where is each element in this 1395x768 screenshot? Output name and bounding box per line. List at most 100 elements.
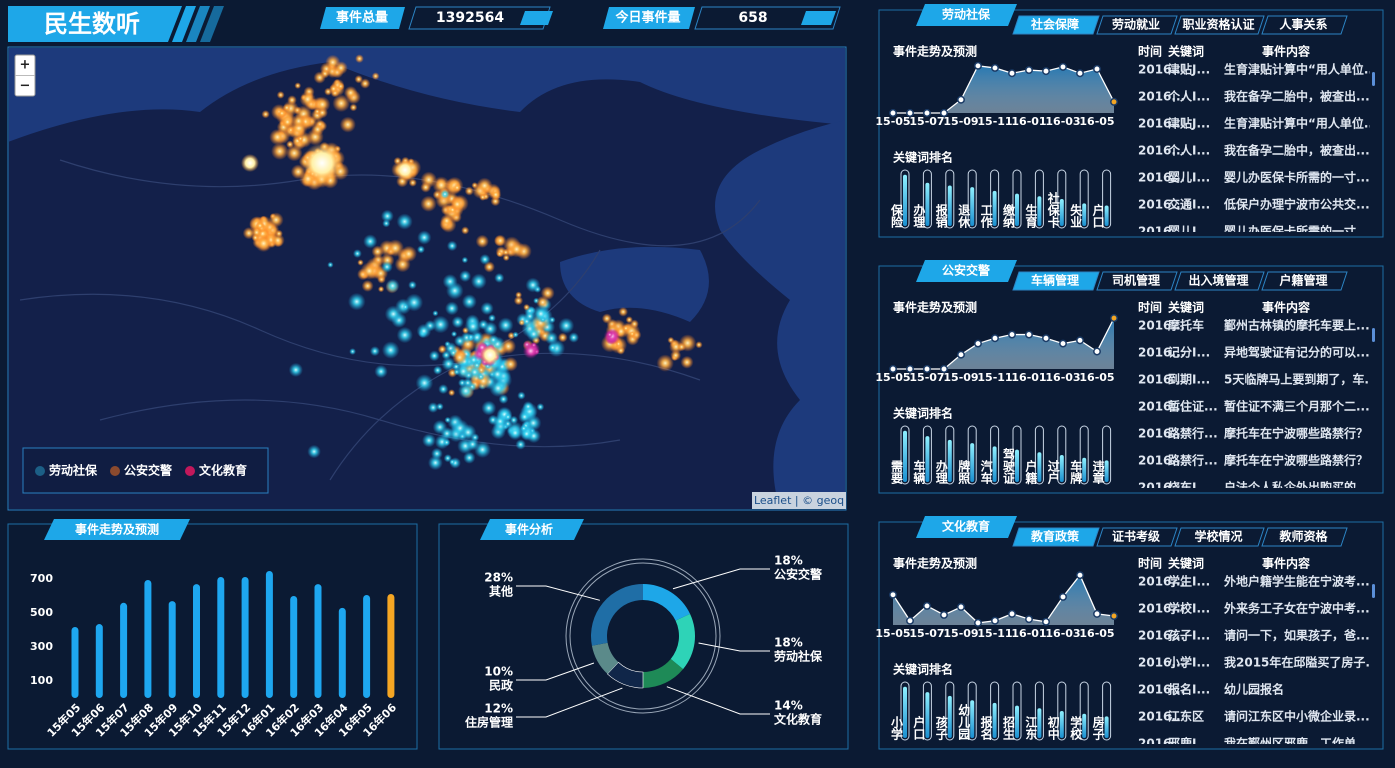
heat-point [268, 212, 284, 228]
x-tick-label: 16-03 [1045, 371, 1080, 384]
ring [569, 562, 717, 710]
table-cell: 我在鄞州区邪鹿，工作单... [1224, 736, 1370, 751]
stat-value: 1392564 [436, 10, 504, 26]
keyword-tube [900, 681, 910, 741]
legend-items: 劳动社保 公安交警 文化教育 [35, 463, 247, 478]
keyword-label: 社保卡 [1046, 191, 1060, 229]
tab-label[interactable]: 车辆管理 [1031, 273, 1079, 288]
tab[interactable] [1096, 271, 1178, 291]
tab[interactable] [1012, 15, 1100, 35]
heat-point [416, 245, 425, 254]
heat-point [386, 239, 405, 257]
stripe [172, 6, 196, 42]
tab[interactable] [1174, 271, 1265, 291]
tab-label[interactable]: 司机管理 [1112, 273, 1160, 288]
heat-point [347, 292, 366, 311]
stripe [186, 6, 210, 42]
heat-point [461, 226, 470, 235]
table-cell: 2016... [1138, 737, 1185, 751]
heat-point [349, 103, 358, 112]
tab-label[interactable]: 教育政策 [1030, 529, 1080, 544]
heat-point [277, 108, 287, 118]
x-tick-label: 15-11 [977, 115, 1012, 128]
zoom-in[interactable]: + [20, 58, 31, 73]
keyword-bar [992, 446, 997, 482]
heat-point [381, 341, 400, 359]
keyword-bar [1015, 193, 1019, 226]
tab-label[interactable]: 职业资格认证 [1182, 17, 1254, 32]
table-header: 事件内容 [1262, 44, 1310, 59]
heat-point [497, 317, 514, 334]
pie-value-label: 14% [774, 699, 803, 713]
keyword-label: 户籍 [1024, 459, 1038, 485]
scrollbar [1372, 584, 1375, 598]
x-tick-label: 15-07 [909, 115, 944, 128]
table-cell: 2016... [1138, 602, 1185, 616]
keyword-label: 驾驶证 [1002, 447, 1016, 485]
scrollbar [1372, 328, 1375, 342]
tab[interactable] [1012, 527, 1100, 547]
tab-label[interactable]: 人事关系 [1279, 17, 1327, 32]
tab-label[interactable]: 社会保障 [1030, 17, 1079, 32]
trend-area [893, 318, 1114, 369]
heat-point [261, 110, 270, 119]
table-cell: 2016... [1138, 319, 1185, 333]
tab-label[interactable]: 证书考级 [1112, 529, 1160, 544]
heat-point [489, 379, 507, 398]
table-body: 2016...学生I... 外地户籍学生能在宁波考...2016...学校I...… [1138, 574, 1370, 751]
leader-line [672, 568, 770, 590]
trend-area [893, 65, 1114, 113]
keyword-label: 江东 [1024, 715, 1038, 741]
heat-point [481, 400, 497, 416]
table-cell: 2016... [1138, 171, 1185, 185]
x-tick-label: 15-05 [875, 115, 910, 128]
heat-point [680, 355, 694, 369]
heat-point [314, 96, 331, 113]
tab[interactable] [1174, 527, 1265, 547]
table-cell: 外来务工子女在宁波中考... [1224, 601, 1370, 616]
heat-point [606, 331, 614, 339]
zoom-out[interactable]: − [20, 79, 31, 94]
tab-label[interactable]: 教师资格 [1278, 529, 1328, 544]
x-tick-label: 15-07 [909, 627, 944, 640]
keyword-bar [1082, 713, 1087, 738]
heat-point [371, 72, 380, 80]
tab[interactable] [1096, 527, 1178, 547]
keyword-bar [1104, 205, 1109, 226]
keyword-bar [1059, 711, 1064, 738]
donut-segment [643, 584, 691, 621]
table-cell: 请问一下，如果孩子，爸... [1224, 628, 1370, 643]
x-tick-label: 15-05 [875, 371, 910, 384]
keyword-tube [1102, 169, 1112, 229]
table-cell: 2016... [1138, 144, 1185, 158]
table-cell: 记分I... [1168, 345, 1210, 360]
keyword-label: 办理 [934, 459, 948, 485]
table-cell: 个人I... [1167, 89, 1210, 104]
tab[interactable] [1261, 271, 1348, 291]
keyword-bar [925, 436, 930, 482]
heat-point [384, 305, 403, 323]
attribution[interactable]: Leaflet | © geoq [754, 494, 844, 507]
tab[interactable] [1174, 15, 1265, 35]
heat-point [520, 424, 528, 433]
keyword-tube [1102, 681, 1112, 741]
tab[interactable] [1096, 15, 1178, 35]
donut-segment [591, 584, 643, 646]
table-cell: 2016... [1138, 117, 1185, 131]
tab[interactable] [1261, 15, 1348, 35]
heat-point [490, 188, 502, 201]
panel [878, 265, 1384, 494]
tab[interactable] [1012, 271, 1100, 291]
tab-label[interactable]: 出入境管理 [1188, 273, 1248, 288]
heat-point [299, 91, 316, 108]
tab-label[interactable]: 劳动就业 [1112, 17, 1160, 32]
tab-label[interactable]: 学校情况 [1194, 529, 1242, 544]
heat-point [695, 341, 703, 349]
tab-label[interactable]: 户籍管理 [1279, 273, 1327, 288]
keyword-label: 需要 [890, 460, 904, 485]
tab[interactable] [1261, 527, 1348, 547]
x-tick-label: 16-03 [1045, 115, 1080, 128]
heat-point [349, 348, 357, 355]
keyword-label: 工作 [979, 204, 993, 229]
trend-point [1008, 330, 1016, 339]
